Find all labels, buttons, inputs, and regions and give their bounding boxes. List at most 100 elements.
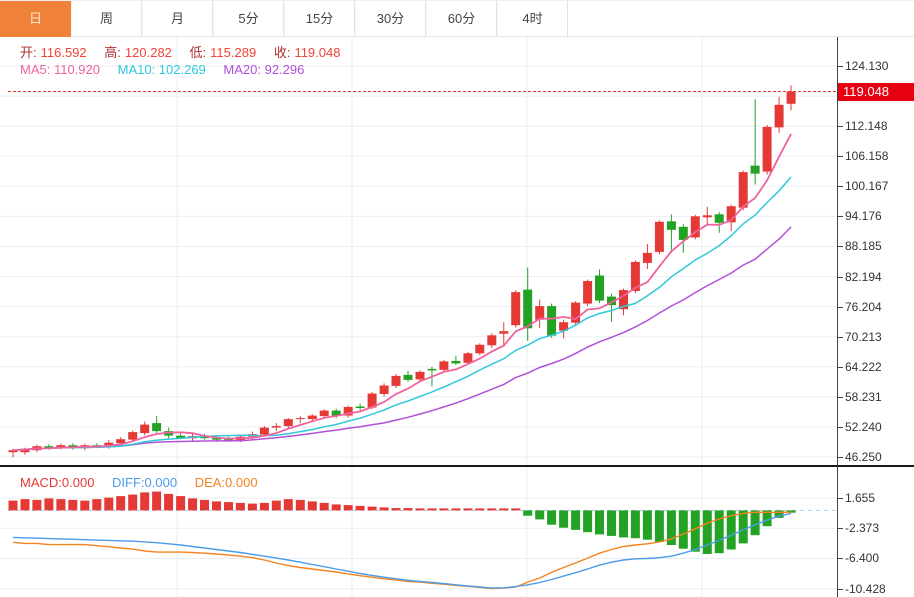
macd-bar	[475, 508, 485, 511]
price-tick-label: 112.148	[845, 119, 888, 133]
price-tick-label: 64.222	[845, 360, 882, 374]
macd-bar	[295, 499, 305, 511]
tab-30min[interactable]: 30分	[355, 1, 426, 37]
macd-tick-label: -2.373	[845, 521, 880, 535]
macd-bar	[32, 499, 42, 511]
macd-bar	[355, 505, 365, 511]
tab-4hour[interactable]: 4时	[497, 1, 568, 37]
candle-body	[559, 322, 569, 331]
macd-bar	[212, 501, 221, 511]
macd-bar	[607, 510, 616, 536]
candle-body	[571, 302, 581, 323]
high-label: 高:	[104, 45, 121, 60]
candle-body	[714, 214, 724, 223]
candle-body	[738, 172, 748, 208]
price-axis: 119.048 124.130 112.148 106.158 100.167 94.1…	[837, 37, 914, 465]
macd-bar	[762, 510, 772, 527]
axis-tick-mark	[838, 277, 843, 278]
axis-tick-mark	[838, 337, 843, 338]
macd-bar	[116, 496, 126, 511]
candle-body	[666, 221, 676, 230]
axis-tick-mark	[838, 186, 843, 187]
macd-bar	[319, 502, 329, 511]
macd-bar	[8, 500, 18, 511]
candle-body	[619, 290, 628, 310]
candle-body	[128, 432, 138, 440]
macd-bar	[235, 502, 245, 511]
candle-body	[295, 418, 305, 420]
axis-tick-mark	[838, 367, 843, 368]
candle-body	[271, 426, 281, 428]
macd-bar	[786, 510, 796, 513]
macd-bar	[714, 510, 724, 554]
macd-bar	[379, 507, 389, 511]
macd-bar	[415, 508, 425, 511]
tab-day[interactable]: 日	[0, 1, 71, 37]
axis-tick-mark	[838, 307, 843, 308]
candle-body	[331, 410, 341, 417]
candle-body	[259, 427, 269, 435]
candle-body	[116, 439, 126, 444]
macd-bar	[666, 510, 676, 545]
candle-body	[654, 221, 664, 252]
candle-body	[439, 361, 449, 370]
tab-60min[interactable]: 60分	[426, 1, 497, 37]
candle-body	[451, 360, 461, 364]
close-label: 收:	[273, 45, 291, 60]
macd-bar	[56, 499, 66, 511]
macd-bar	[487, 508, 497, 511]
candle-body	[499, 331, 509, 334]
candle-body	[487, 335, 497, 346]
macd-bar	[547, 510, 557, 525]
axis-tick-mark	[838, 457, 843, 458]
candlestick-chart[interactable]	[0, 37, 837, 465]
tab-5min[interactable]: 5分	[213, 1, 284, 37]
ma5-line	[12, 133, 792, 452]
macd-bar	[104, 497, 114, 511]
candle-body	[583, 281, 593, 304]
candle-body	[44, 446, 54, 449]
price-tick-label: 76.204	[845, 300, 882, 314]
candle-body	[762, 126, 772, 172]
period-tabbar: 日周月 5分 15分 30分 60分 4时	[0, 0, 914, 37]
candle-body	[379, 385, 389, 394]
tab-month[interactable]: 月	[142, 1, 213, 37]
candle-body	[595, 275, 604, 301]
macd-bar	[726, 510, 736, 550]
macd-bar	[152, 491, 162, 511]
diff-value: DIFF:0.000	[112, 475, 178, 490]
ohlc-info-line: 开: 116.592 高: 120.282 低: 115.289 收: 119.048	[20, 42, 344, 61]
candle-body	[523, 289, 533, 329]
tab-15min[interactable]: 15分	[284, 1, 355, 37]
ma20-value: MA20: 92.296	[223, 62, 305, 77]
candle-body	[367, 393, 377, 408]
candlestick-panel: 开: 116.592 高: 120.282 低: 115.289 收: 119.048 …	[0, 37, 914, 467]
macd-bar	[224, 502, 233, 511]
low-value: 115.289	[210, 45, 257, 60]
candle-body	[56, 445, 66, 448]
price-tick-label: 58.231	[845, 390, 882, 404]
candle-body	[355, 406, 365, 408]
low-label: 低:	[189, 45, 207, 60]
candle-body	[630, 261, 640, 291]
price-tick-label: 106.158	[845, 149, 889, 163]
axis-tick-mark	[838, 558, 843, 559]
axis-tick-mark	[838, 589, 843, 590]
macd-bar	[499, 508, 509, 511]
candle-body	[427, 368, 437, 371]
macd-bar	[738, 510, 748, 544]
macd-tick-label: 1.655	[845, 491, 876, 505]
candle-body	[307, 415, 317, 420]
candle-body	[750, 165, 760, 174]
axis-tick-mark	[838, 528, 843, 529]
candle-body	[786, 91, 796, 104]
macd-bar	[283, 499, 293, 511]
macd-chart[interactable]	[0, 467, 837, 597]
macd-bar	[343, 505, 353, 511]
macd-bar	[427, 508, 437, 511]
axis-tick-mark	[838, 156, 843, 157]
tab-week[interactable]: 周	[71, 1, 142, 37]
macd-bar	[331, 504, 341, 511]
macd-y-axis: 1.655 -2.373 -6.400 -10.428	[837, 467, 914, 597]
